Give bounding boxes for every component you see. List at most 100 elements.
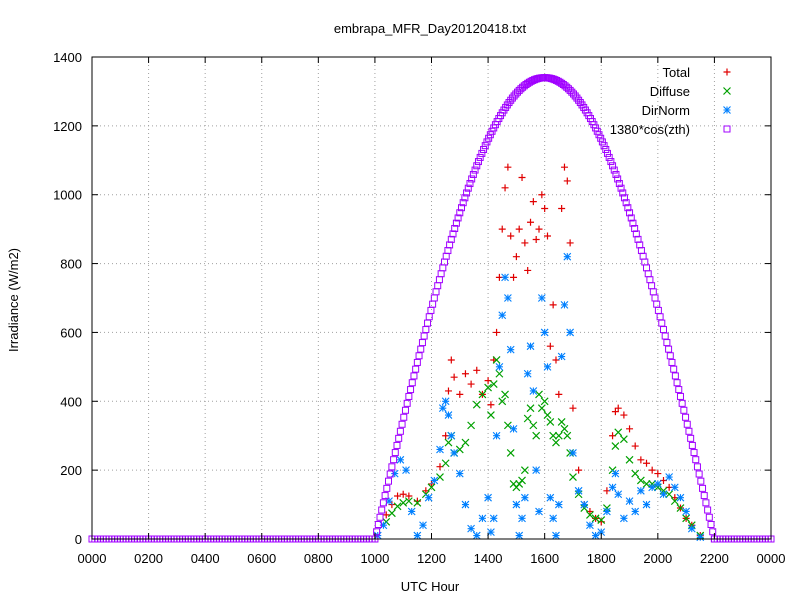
x-tick-label: 0600 [247,551,276,566]
data-point-cos [665,345,673,353]
data-point-cos [673,379,681,387]
data-point-dirnorm [478,514,487,523]
data-point-diffuse [676,504,685,512]
data-point-dirnorm [498,311,507,320]
data-point-cos [610,166,618,174]
data-point-dirnorm [438,404,447,413]
chart-title: embrapa_MFR_Day20120418.txt [334,21,527,36]
data-point-dirnorm [520,493,529,502]
data-point-cos [476,153,484,161]
data-point-cos [474,158,482,166]
data-point-cos [697,477,705,485]
data-point-cos [464,184,472,192]
data-point-diffuse [614,428,623,437]
data-point-diffuse [529,421,538,430]
data-point-total [382,511,390,519]
data-point-cos [469,170,477,178]
data-point-cos [595,131,603,139]
x-axis-label: UTC Hour [401,579,460,594]
data-point-diffuse [611,442,620,450]
data-point-cos [395,434,403,442]
data-point-dirnorm [642,500,651,509]
data-point-diffuse [506,449,515,457]
data-point-cos [704,506,712,514]
data-point-dirnorm [461,500,470,509]
data-point-total [643,459,651,467]
data-point-diffuse [467,421,476,430]
data-point-total [654,470,662,478]
data-point-cos [418,339,426,347]
data-point-total [535,225,543,233]
data-point-total [541,204,549,212]
data-point-dirnorm [489,514,498,523]
x-tick-label: 1000 [360,551,389,566]
x-tick-label: 0000 [757,551,786,566]
data-point-total [558,204,566,212]
data-point-dirnorm [665,473,674,481]
x-tick-label: 1600 [530,551,559,566]
data-point-diffuse [393,502,402,511]
data-point-dirnorm [608,483,617,492]
data-point-total [510,273,518,281]
data-point-total [456,390,464,398]
data-point-total [529,198,537,206]
data-point-cos [612,170,620,178]
data-point-diffuse [546,418,555,426]
data-point-dirnorm [549,514,558,523]
data-point-cos [687,434,695,442]
data-point-dirnorm [591,531,600,540]
data-point-total [467,380,475,388]
x-tick-label: 0000 [78,551,107,566]
data-point-total [399,490,407,498]
data-point-diffuse [492,356,501,364]
data-point-cos [390,456,398,464]
y-tick-label: 400 [60,394,82,409]
data-point-dirnorm [540,328,549,337]
data-point-diffuse [436,473,444,481]
data-point-total [543,232,551,240]
data-point-total [626,425,634,433]
data-point-cos [381,492,389,500]
data-point-cos [405,392,413,400]
data-point-cos [480,145,488,153]
data-point-total [620,411,628,419]
data-point-cos [393,441,401,449]
data-point-cos [386,470,394,478]
data-point-total [637,456,645,464]
legend-marker-dirnorm [723,106,731,114]
data-point-diffuse [413,498,422,507]
data-point-cos [379,499,387,507]
data-point-cos [709,528,717,536]
data-point-dirnorm [379,521,388,530]
data-point-cos [602,145,610,153]
data-point-cos [680,406,688,414]
legend: Total Diffuse DirNorm 1380*cos(zth) [610,65,731,137]
data-point-diffuse [444,438,453,447]
data-point-dirnorm [574,486,583,495]
data-point-cos [407,386,415,394]
data-point-cos [629,219,637,227]
data-point-dirnorm [518,514,526,523]
data-point-dirnorm [487,528,495,537]
data-point-dirnorm [529,387,538,395]
data-point-total [405,492,413,500]
data-point-total [575,466,583,474]
data-point-dirnorm [484,493,492,502]
y-tick-label: 800 [60,257,82,272]
data-point-diffuse [532,431,541,440]
data-point-diffuse [501,390,509,399]
data-point-cos [378,506,386,514]
data-point-dirnorm [509,424,518,433]
data-point-total [498,225,506,233]
data-point-cos [685,427,693,435]
data-point-diffuse [523,414,532,423]
data-point-total [518,174,526,181]
data-point-dirnorm [569,449,577,457]
data-point-diffuse [557,418,566,426]
data-point-cos [473,162,481,170]
data-point-cos [661,332,669,340]
data-point-dirnorm [407,507,416,516]
data-point-dirnorm [543,362,552,371]
data-point-diffuse [495,369,504,378]
x-tick-label: 0400 [191,551,220,566]
